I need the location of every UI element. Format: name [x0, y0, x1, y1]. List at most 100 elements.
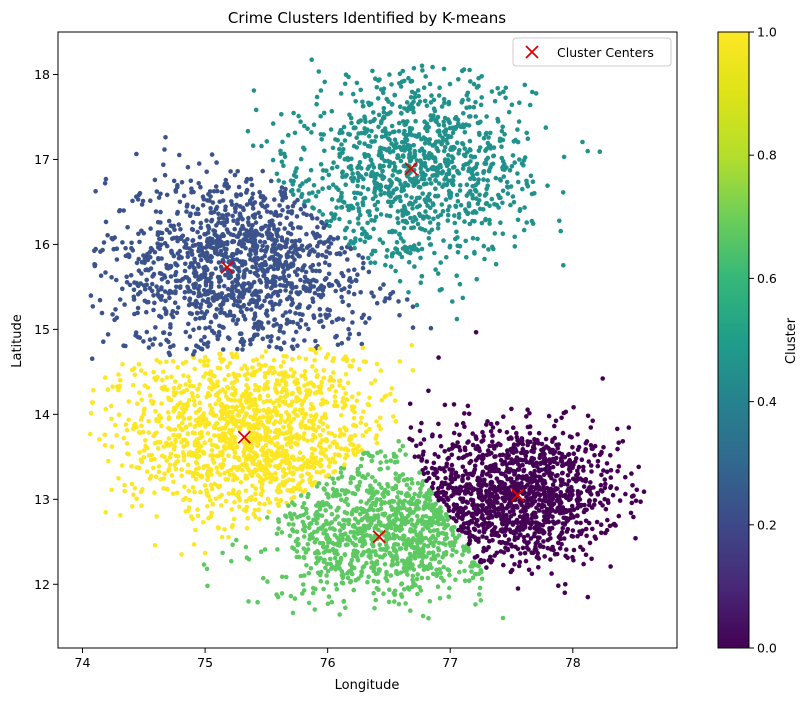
- data-point: [346, 536, 352, 542]
- data-point: [541, 491, 546, 497]
- data-point: [361, 551, 366, 556]
- data-point: [384, 569, 389, 575]
- data-point: [404, 482, 410, 488]
- data-point: [332, 555, 338, 561]
- data-point: [456, 455, 462, 461]
- data-point: [524, 130, 529, 136]
- data-point: [136, 231, 141, 237]
- data-point: [111, 246, 116, 252]
- data-point: [316, 292, 322, 298]
- data-point: [404, 193, 409, 198]
- data-point: [343, 542, 349, 548]
- data-point: [547, 460, 553, 466]
- data-point: [468, 458, 474, 464]
- data-point: [464, 182, 470, 187]
- data-point: [248, 176, 254, 182]
- data-point: [526, 540, 531, 545]
- data-point: [227, 336, 232, 342]
- data-point: [495, 86, 501, 91]
- data-point: [522, 205, 527, 210]
- data-point: [356, 253, 361, 258]
- data-point: [555, 446, 560, 451]
- data-point: [316, 69, 322, 74]
- data-point: [253, 107, 259, 113]
- data-point: [142, 256, 148, 262]
- data-point: [298, 119, 303, 124]
- data-point: [505, 185, 511, 190]
- data-point: [537, 492, 542, 497]
- data-point: [487, 443, 492, 449]
- data-point: [281, 340, 287, 346]
- data-point: [426, 615, 431, 621]
- data-point: [556, 583, 561, 588]
- data-point: [430, 143, 435, 148]
- data-point: [468, 176, 473, 181]
- data-point: [347, 219, 352, 225]
- data-point: [466, 510, 472, 515]
- data-point: [350, 394, 355, 400]
- data-point: [412, 148, 418, 154]
- data-point: [378, 506, 384, 512]
- data-point: [470, 431, 476, 436]
- data-point: [168, 344, 173, 350]
- data-point: [570, 492, 575, 498]
- data-point: [235, 317, 241, 323]
- data-point: [235, 221, 240, 226]
- data-point: [346, 336, 351, 341]
- data-point: [113, 307, 118, 312]
- data-point: [608, 475, 614, 480]
- data-point: [365, 220, 370, 226]
- data-point: [512, 459, 518, 465]
- data-point: [509, 567, 515, 573]
- data-point: [467, 482, 472, 487]
- data-point: [599, 530, 604, 536]
- data-point: [360, 535, 365, 541]
- data-point: [454, 422, 460, 428]
- data-point: [389, 554, 394, 559]
- data-point: [282, 154, 288, 160]
- data-point: [560, 526, 565, 531]
- data-point: [405, 183, 411, 188]
- data-point: [552, 435, 557, 441]
- data-point: [259, 324, 264, 329]
- data-point: [459, 510, 465, 515]
- data-point: [198, 257, 204, 263]
- data-point: [278, 323, 284, 329]
- data-point: [492, 231, 498, 236]
- data-point: [266, 227, 272, 232]
- data-point: [134, 151, 139, 157]
- data-point: [372, 561, 378, 566]
- data-point: [144, 277, 149, 283]
- data-point: [515, 456, 521, 462]
- data-point: [615, 469, 620, 474]
- data-point: [230, 542, 235, 547]
- data-point: [253, 497, 258, 502]
- data-point: [232, 226, 237, 232]
- data-point: [450, 547, 456, 553]
- data-point: [518, 520, 524, 525]
- data-point: [162, 273, 167, 278]
- data-point: [320, 252, 325, 258]
- data-point: [259, 303, 265, 309]
- data-point: [275, 293, 281, 298]
- data-point: [512, 469, 518, 474]
- data-point: [515, 481, 521, 487]
- data-point: [335, 551, 340, 557]
- data-point: [421, 149, 427, 154]
- data-point: [524, 220, 529, 225]
- data-point: [298, 277, 303, 283]
- data-point: [455, 199, 461, 204]
- data-point: [467, 221, 473, 227]
- data-point: [341, 572, 346, 577]
- data-point: [168, 274, 174, 279]
- data-point: [441, 521, 447, 526]
- data-point: [376, 112, 382, 118]
- data-point: [419, 274, 425, 279]
- data-point: [473, 602, 478, 607]
- data-point: [534, 554, 540, 560]
- data-point: [225, 364, 230, 370]
- data-point: [433, 159, 438, 164]
- data-point: [566, 451, 572, 457]
- data-point: [277, 243, 282, 248]
- data-point: [266, 320, 271, 325]
